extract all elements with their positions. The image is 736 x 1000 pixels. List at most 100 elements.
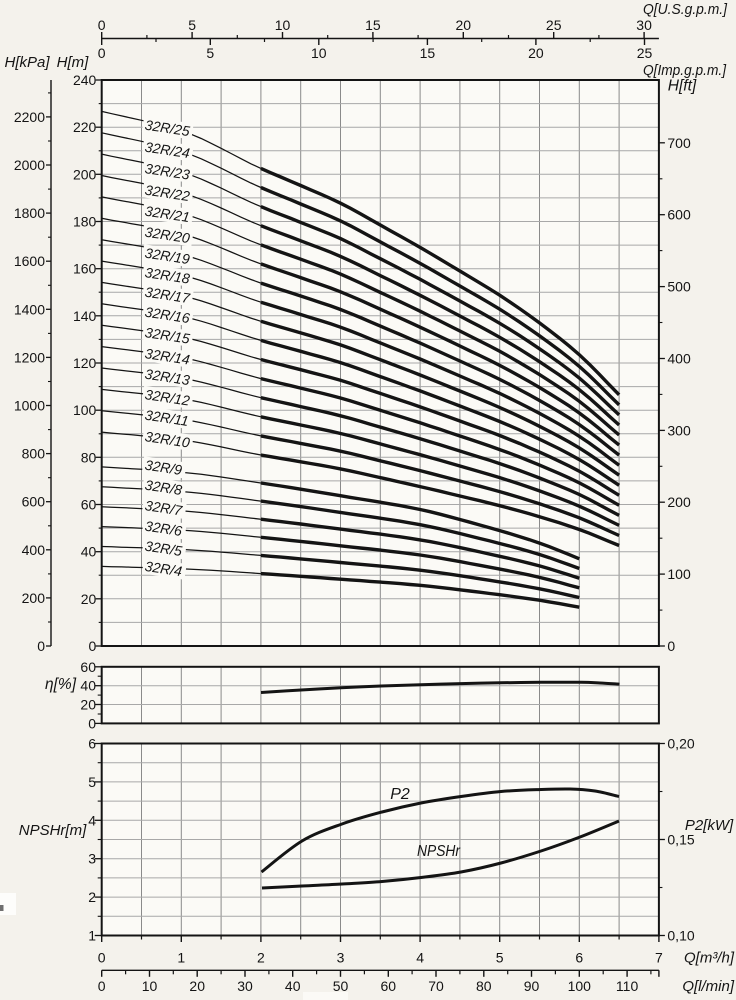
svg-text:400: 400 bbox=[667, 351, 691, 367]
svg-text:1200: 1200 bbox=[14, 349, 45, 365]
svg-text:15: 15 bbox=[420, 45, 436, 61]
svg-text:1600: 1600 bbox=[14, 253, 45, 269]
svg-text:32R/5: 32R/5 bbox=[144, 538, 184, 559]
svg-text:60: 60 bbox=[381, 978, 397, 994]
svg-text:600: 600 bbox=[667, 207, 691, 223]
svg-text:40: 40 bbox=[80, 678, 96, 694]
svg-text:300: 300 bbox=[667, 422, 691, 438]
svg-text:80: 80 bbox=[476, 978, 492, 994]
svg-text:5: 5 bbox=[496, 950, 504, 966]
svg-text:32R/20: 32R/20 bbox=[144, 224, 191, 247]
svg-text:1400: 1400 bbox=[14, 301, 45, 317]
svg-text:5: 5 bbox=[188, 17, 196, 33]
svg-text:NPSHr: NPSHr bbox=[417, 843, 461, 860]
svg-text:32R/9: 32R/9 bbox=[144, 457, 184, 478]
svg-text:20: 20 bbox=[189, 978, 205, 994]
svg-text:η[%]: η[%] bbox=[45, 676, 77, 693]
svg-text:90: 90 bbox=[524, 978, 540, 994]
svg-text:15: 15 bbox=[365, 17, 381, 33]
svg-text:32R/11: 32R/11 bbox=[144, 407, 190, 429]
svg-text:220: 220 bbox=[73, 119, 97, 135]
svg-text:200: 200 bbox=[22, 590, 46, 606]
svg-text:Q[m³/h]: Q[m³/h] bbox=[684, 950, 735, 967]
svg-text:32R/17: 32R/17 bbox=[144, 284, 192, 307]
svg-text:110: 110 bbox=[616, 978, 639, 994]
svg-text:0: 0 bbox=[88, 715, 96, 731]
svg-text:30: 30 bbox=[237, 978, 253, 994]
svg-text:32R/18: 32R/18 bbox=[144, 264, 191, 287]
svg-text:800: 800 bbox=[22, 446, 46, 462]
svg-text:100: 100 bbox=[667, 566, 691, 582]
svg-text:32R/24: 32R/24 bbox=[144, 139, 191, 162]
svg-text:80: 80 bbox=[81, 449, 97, 465]
svg-text:5: 5 bbox=[88, 774, 96, 790]
svg-text:140: 140 bbox=[73, 308, 97, 324]
svg-text:10: 10 bbox=[142, 978, 158, 994]
svg-text:70: 70 bbox=[428, 978, 444, 994]
svg-text:Q[l/min]: Q[l/min] bbox=[682, 978, 735, 995]
svg-text:1: 1 bbox=[88, 928, 96, 944]
svg-text:5: 5 bbox=[206, 45, 214, 61]
svg-text:4: 4 bbox=[88, 812, 96, 828]
svg-text:32R/10: 32R/10 bbox=[144, 428, 191, 451]
svg-text:100: 100 bbox=[73, 402, 97, 418]
svg-text:0: 0 bbox=[98, 45, 106, 61]
svg-text:10: 10 bbox=[311, 45, 327, 61]
svg-text:60: 60 bbox=[80, 659, 96, 675]
svg-text:32R/14: 32R/14 bbox=[144, 345, 191, 368]
svg-text:32R/25: 32R/25 bbox=[144, 117, 191, 140]
svg-text:4: 4 bbox=[416, 950, 424, 966]
svg-text:Q[U.S.g.p.m.]: Q[U.S.g.p.m.] bbox=[643, 1, 728, 18]
svg-text:H[ft]: H[ft] bbox=[668, 78, 697, 95]
svg-text:40: 40 bbox=[81, 544, 97, 560]
svg-text:1: 1 bbox=[177, 950, 185, 966]
svg-text:40: 40 bbox=[285, 978, 301, 994]
svg-text:32R/19: 32R/19 bbox=[144, 245, 191, 268]
svg-text:32R/15: 32R/15 bbox=[144, 324, 191, 347]
svg-text:0: 0 bbox=[667, 638, 675, 654]
svg-text:2: 2 bbox=[88, 889, 96, 905]
svg-text:600: 600 bbox=[22, 494, 46, 510]
svg-text:P2[kW]: P2[kW] bbox=[685, 817, 734, 834]
svg-text:2200: 2200 bbox=[14, 109, 45, 125]
svg-text:50: 50 bbox=[333, 978, 349, 994]
svg-text:32R/23: 32R/23 bbox=[144, 160, 191, 183]
svg-text:32R/6: 32R/6 bbox=[144, 518, 184, 539]
svg-text:160: 160 bbox=[73, 261, 97, 277]
svg-text:0,10: 0,10 bbox=[667, 928, 694, 944]
svg-text:32R/12: 32R/12 bbox=[144, 386, 191, 409]
svg-text:400: 400 bbox=[22, 542, 46, 558]
svg-text:6: 6 bbox=[88, 736, 96, 752]
svg-text:200: 200 bbox=[73, 166, 97, 182]
svg-text:20: 20 bbox=[528, 45, 544, 61]
svg-text:100: 100 bbox=[568, 978, 592, 994]
svg-text:7: 7 bbox=[655, 950, 663, 966]
svg-text:20: 20 bbox=[456, 17, 472, 33]
svg-text:2: 2 bbox=[257, 950, 265, 966]
svg-text:0: 0 bbox=[98, 978, 106, 994]
svg-text:1000: 1000 bbox=[14, 398, 45, 414]
svg-text:32R/22: 32R/22 bbox=[144, 182, 191, 205]
svg-text:180: 180 bbox=[73, 214, 97, 230]
svg-text:2000: 2000 bbox=[14, 157, 45, 173]
svg-text:0: 0 bbox=[89, 638, 97, 654]
svg-text:NPSHr[m]: NPSHr[m] bbox=[19, 822, 87, 839]
svg-text:500: 500 bbox=[667, 279, 691, 295]
svg-text:P2: P2 bbox=[390, 786, 410, 803]
svg-text:H[kPa]: H[kPa] bbox=[4, 54, 50, 71]
svg-text:1800: 1800 bbox=[14, 205, 45, 221]
svg-text:Q[Imp.g.p.m.]: Q[Imp.g.p.m.] bbox=[643, 62, 727, 79]
svg-text:0: 0 bbox=[37, 638, 45, 654]
svg-text:0,15: 0,15 bbox=[667, 832, 694, 848]
svg-text:200: 200 bbox=[667, 494, 691, 510]
svg-text:10: 10 bbox=[275, 17, 291, 33]
svg-text:H[m]: H[m] bbox=[57, 54, 89, 71]
svg-text:32R/7: 32R/7 bbox=[144, 497, 185, 519]
svg-text:0: 0 bbox=[98, 17, 106, 33]
svg-text:3: 3 bbox=[88, 851, 96, 867]
svg-text:32R/8: 32R/8 bbox=[144, 477, 184, 498]
svg-text:3: 3 bbox=[337, 950, 345, 966]
svg-text:25: 25 bbox=[546, 17, 562, 33]
svg-text:240: 240 bbox=[73, 72, 97, 88]
svg-text:32R/21: 32R/21 bbox=[144, 203, 191, 225]
